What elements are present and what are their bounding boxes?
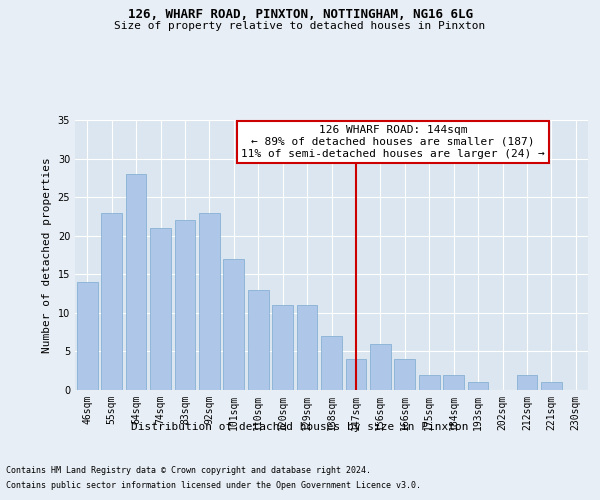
Bar: [150, 228, 171, 390]
Bar: [419, 374, 440, 390]
Bar: [296, 305, 317, 390]
Bar: [517, 374, 538, 390]
Bar: [467, 382, 488, 390]
Text: Distribution of detached houses by size in Pinxton: Distribution of detached houses by size …: [131, 422, 469, 432]
Bar: [370, 344, 391, 390]
Bar: [199, 212, 220, 390]
Text: Contains HM Land Registry data © Crown copyright and database right 2024.: Contains HM Land Registry data © Crown c…: [6, 466, 371, 475]
Y-axis label: Number of detached properties: Number of detached properties: [42, 157, 52, 353]
Text: 126 WHARF ROAD: 144sqm
← 89% of detached houses are smaller (187)
11% of semi-de: 126 WHARF ROAD: 144sqm ← 89% of detached…: [241, 126, 545, 158]
Text: Contains public sector information licensed under the Open Government Licence v3: Contains public sector information licen…: [6, 481, 421, 490]
Bar: [443, 374, 464, 390]
Bar: [77, 282, 98, 390]
Bar: [272, 305, 293, 390]
Text: Size of property relative to detached houses in Pinxton: Size of property relative to detached ho…: [115, 21, 485, 31]
Bar: [248, 290, 269, 390]
Bar: [175, 220, 196, 390]
Bar: [541, 382, 562, 390]
Bar: [321, 336, 342, 390]
Bar: [394, 359, 415, 390]
Bar: [101, 212, 122, 390]
Bar: [223, 259, 244, 390]
Bar: [125, 174, 146, 390]
Text: 126, WHARF ROAD, PINXTON, NOTTINGHAM, NG16 6LG: 126, WHARF ROAD, PINXTON, NOTTINGHAM, NG…: [128, 8, 473, 20]
Bar: [346, 359, 367, 390]
